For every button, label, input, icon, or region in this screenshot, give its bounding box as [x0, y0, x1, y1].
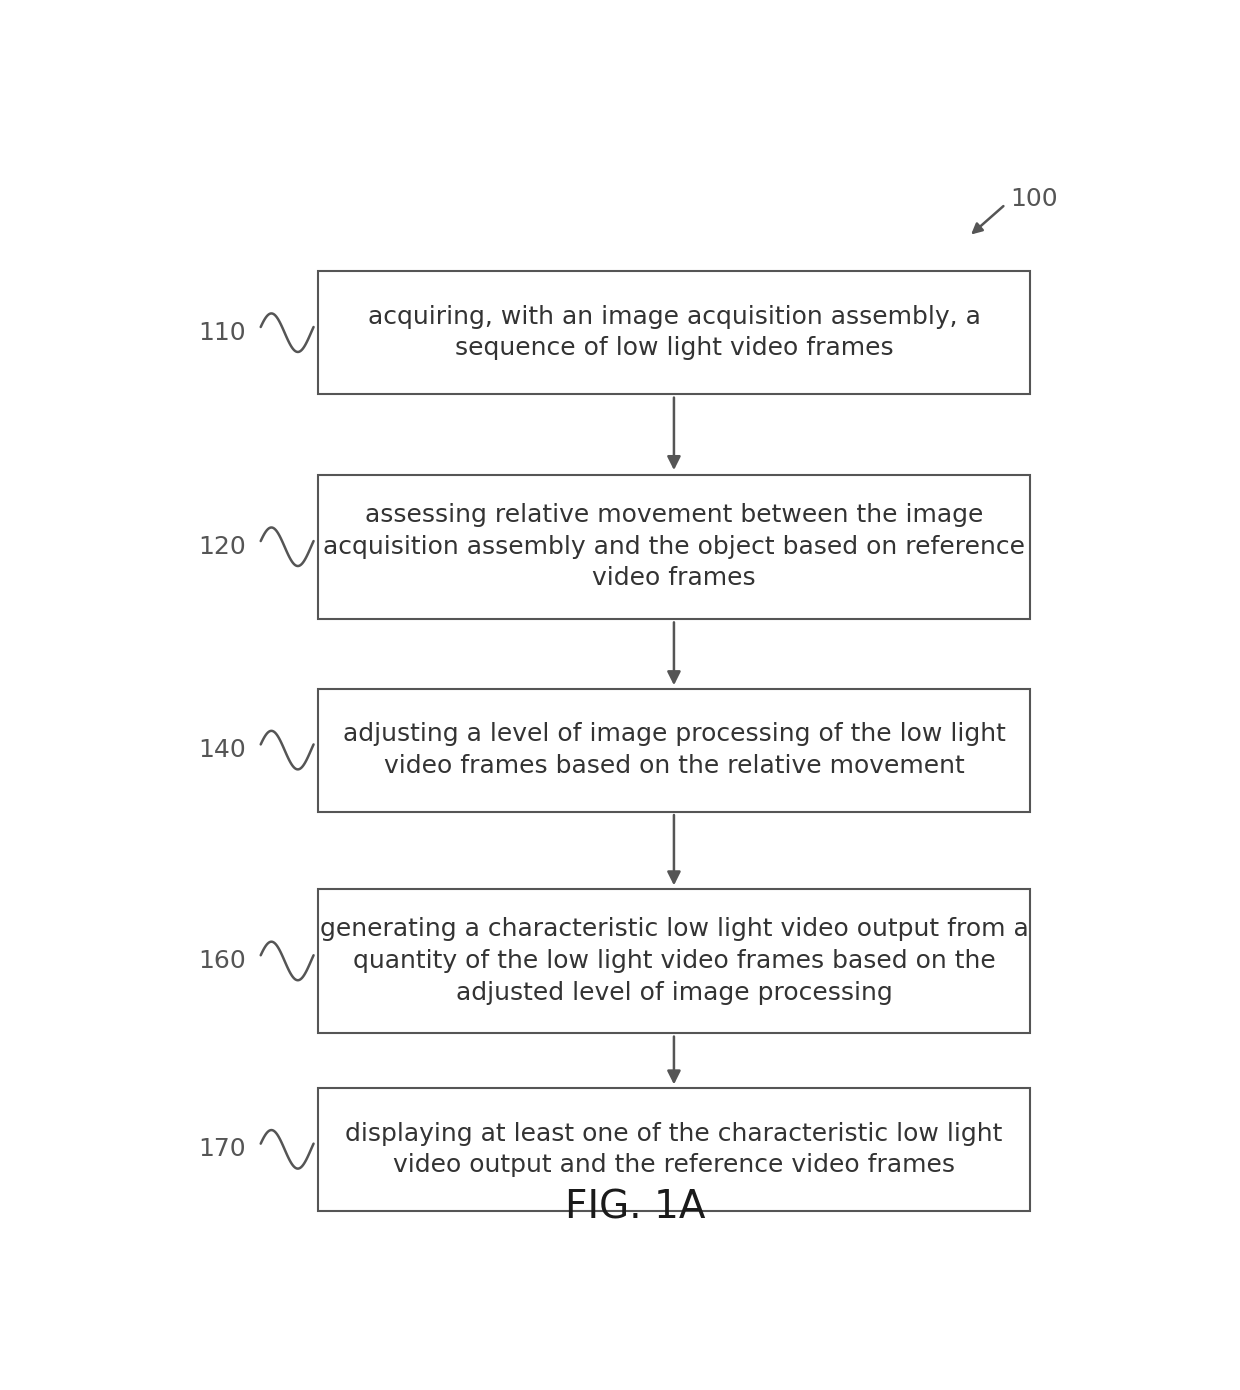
- FancyBboxPatch shape: [319, 888, 1029, 1033]
- Text: adjusting a level of image processing of the low light
video frames based on the: adjusting a level of image processing of…: [342, 723, 1006, 778]
- Text: 120: 120: [198, 535, 247, 559]
- Text: 140: 140: [198, 738, 247, 762]
- Text: displaying at least one of the characteristic low light
video output and the ref: displaying at least one of the character…: [345, 1122, 1003, 1177]
- FancyBboxPatch shape: [319, 1088, 1029, 1211]
- FancyBboxPatch shape: [319, 271, 1029, 395]
- Text: FIG. 1A: FIG. 1A: [565, 1188, 706, 1226]
- FancyBboxPatch shape: [319, 474, 1029, 619]
- Text: 100: 100: [1011, 186, 1058, 211]
- Text: 170: 170: [198, 1137, 246, 1161]
- Text: acquiring, with an image acquisition assembly, a
sequence of low light video fra: acquiring, with an image acquisition ass…: [367, 304, 981, 360]
- Text: 160: 160: [198, 949, 247, 973]
- FancyBboxPatch shape: [319, 688, 1029, 812]
- Text: generating a characteristic low light video output from a
quantity of the low li: generating a characteristic low light vi…: [320, 917, 1028, 1005]
- Text: assessing relative movement between the image
acquisition assembly and the objec: assessing relative movement between the …: [322, 503, 1025, 591]
- Text: 110: 110: [198, 321, 246, 345]
